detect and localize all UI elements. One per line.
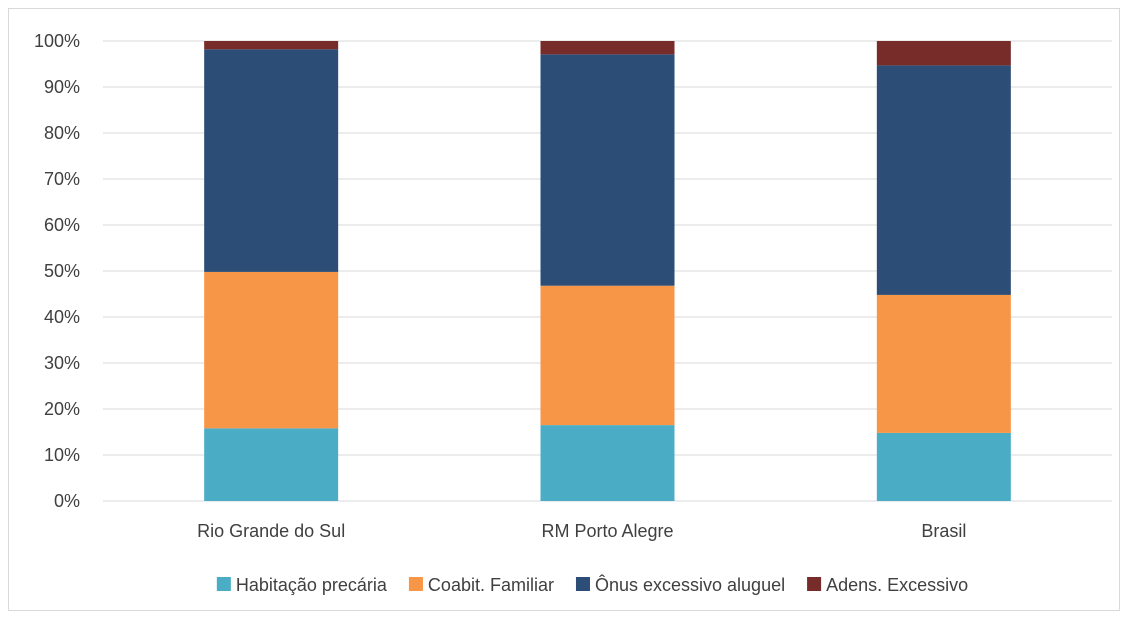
legend-item: Habitação precária [216, 575, 388, 595]
bar-segment [540, 41, 675, 55]
y-axis-ticks: 0% 10% 20% 30% 40% 50% 60% 70% 80% 90% 100% [34, 31, 80, 511]
y-tick-label: 40% [44, 307, 80, 327]
legend-swatch [575, 577, 590, 591]
bar-segment [540, 285, 675, 426]
x-tick-label: Brasil [921, 521, 966, 541]
legend: Habitação precária Coabit. Familiar Ônus e… [216, 574, 968, 595]
bar-segment [204, 271, 339, 429]
bar-segment [876, 432, 1011, 501]
legend-item: Ônus excessivo aluguel [575, 574, 785, 595]
bar-segment [204, 49, 339, 272]
y-tick-label: 20% [44, 399, 80, 419]
legend-label: Coabit. Familiar [428, 575, 554, 595]
legend-swatch [408, 577, 423, 591]
y-tick-label: 70% [44, 169, 80, 189]
bars [204, 41, 1011, 501]
legend-swatch [807, 577, 822, 591]
bar-segment [876, 65, 1011, 295]
x-axis-ticks: Rio Grande do Sul RM Porto Alegre Brasil [197, 521, 966, 541]
y-tick-label: 80% [44, 123, 80, 143]
bar-segment [876, 41, 1011, 66]
legend-label: Habitação precária [236, 575, 388, 595]
x-tick-label: RM Porto Alegre [541, 521, 673, 541]
y-tick-label: 50% [44, 261, 80, 281]
bar-segment [540, 425, 675, 501]
bar-segment [204, 41, 339, 50]
y-tick-label: 90% [44, 77, 80, 97]
legend-label: Adens. Excessivo [826, 575, 968, 595]
bar-segment [204, 428, 339, 501]
legend-swatch [216, 577, 231, 591]
legend-item: Coabit. Familiar [408, 575, 554, 595]
y-tick-label: 60% [44, 215, 80, 235]
y-tick-label: 30% [44, 353, 80, 373]
y-tick-label: 0% [54, 491, 80, 511]
x-tick-label: Rio Grande do Sul [197, 521, 345, 541]
legend-label: Ônus excessivo aluguel [595, 574, 785, 595]
y-tick-label: 100% [34, 31, 80, 51]
bar-segment [876, 294, 1011, 433]
legend-item: Adens. Excessivo [807, 575, 968, 595]
y-tick-label: 10% [44, 445, 80, 465]
bar-segment [540, 54, 675, 286]
